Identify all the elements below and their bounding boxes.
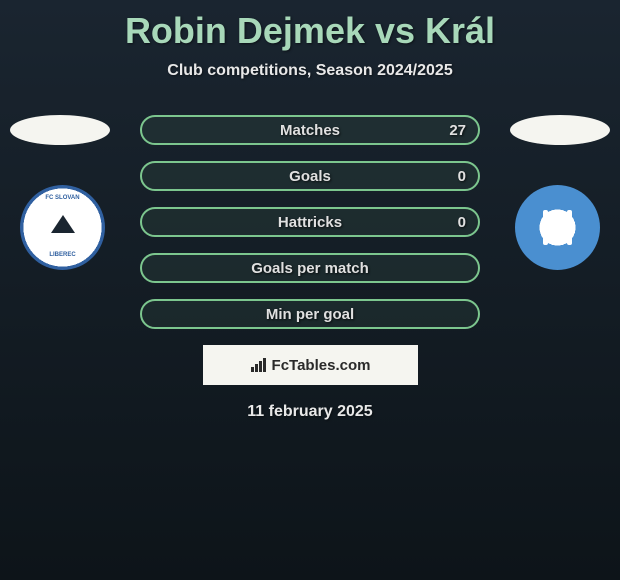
watermark-text: FcTables.com [272, 357, 371, 374]
stat-row-goals-per-match: Goals per match [140, 253, 480, 283]
player-photo-right [510, 115, 610, 145]
stripe [551, 210, 556, 245]
stat-row-matches: Matches 27 [140, 115, 480, 145]
stats-container: Matches 27 Goals 0 Hattricks 0 Goals per… [140, 100, 480, 329]
stripe [543, 210, 548, 245]
page-title: Robin Dejmek vs Král [0, 0, 620, 52]
stripe [559, 210, 564, 245]
stripe [567, 210, 572, 245]
stat-row-hattricks: Hattricks 0 [140, 207, 480, 237]
stat-label: Goals per match [251, 260, 369, 277]
badge-text-top: FC SLOVAN [38, 195, 88, 201]
club-badge-right [515, 185, 600, 270]
stat-label: Min per goal [266, 306, 354, 323]
stat-value-right: 27 [449, 122, 466, 139]
badge-graphic-left: FC SLOVAN LIBEREC [38, 213, 88, 243]
watermark: FcTables.com [203, 345, 418, 385]
stat-label: Matches [280, 122, 340, 139]
date-text: 11 february 2025 [0, 403, 620, 421]
badge-text-bottom: LIBEREC [38, 252, 88, 258]
stat-label: Goals [289, 168, 331, 185]
badge-stripes-icon [538, 208, 578, 248]
stat-value-right: 0 [458, 168, 466, 185]
comparison-content: FC SLOVAN LIBEREC Matches 27 Goals 0 Hat… [0, 100, 620, 421]
chart-icon [250, 357, 266, 373]
stat-row-goals: Goals 0 [140, 161, 480, 191]
stat-label: Hattricks [278, 214, 342, 231]
page-subtitle: Club competitions, Season 2024/2025 [0, 62, 620, 80]
stat-value-right: 0 [458, 214, 466, 231]
club-badge-left: FC SLOVAN LIBEREC [20, 185, 105, 270]
stat-row-min-per-goal: Min per goal [140, 299, 480, 329]
player-photo-left [10, 115, 110, 145]
mountain-icon [51, 215, 75, 233]
